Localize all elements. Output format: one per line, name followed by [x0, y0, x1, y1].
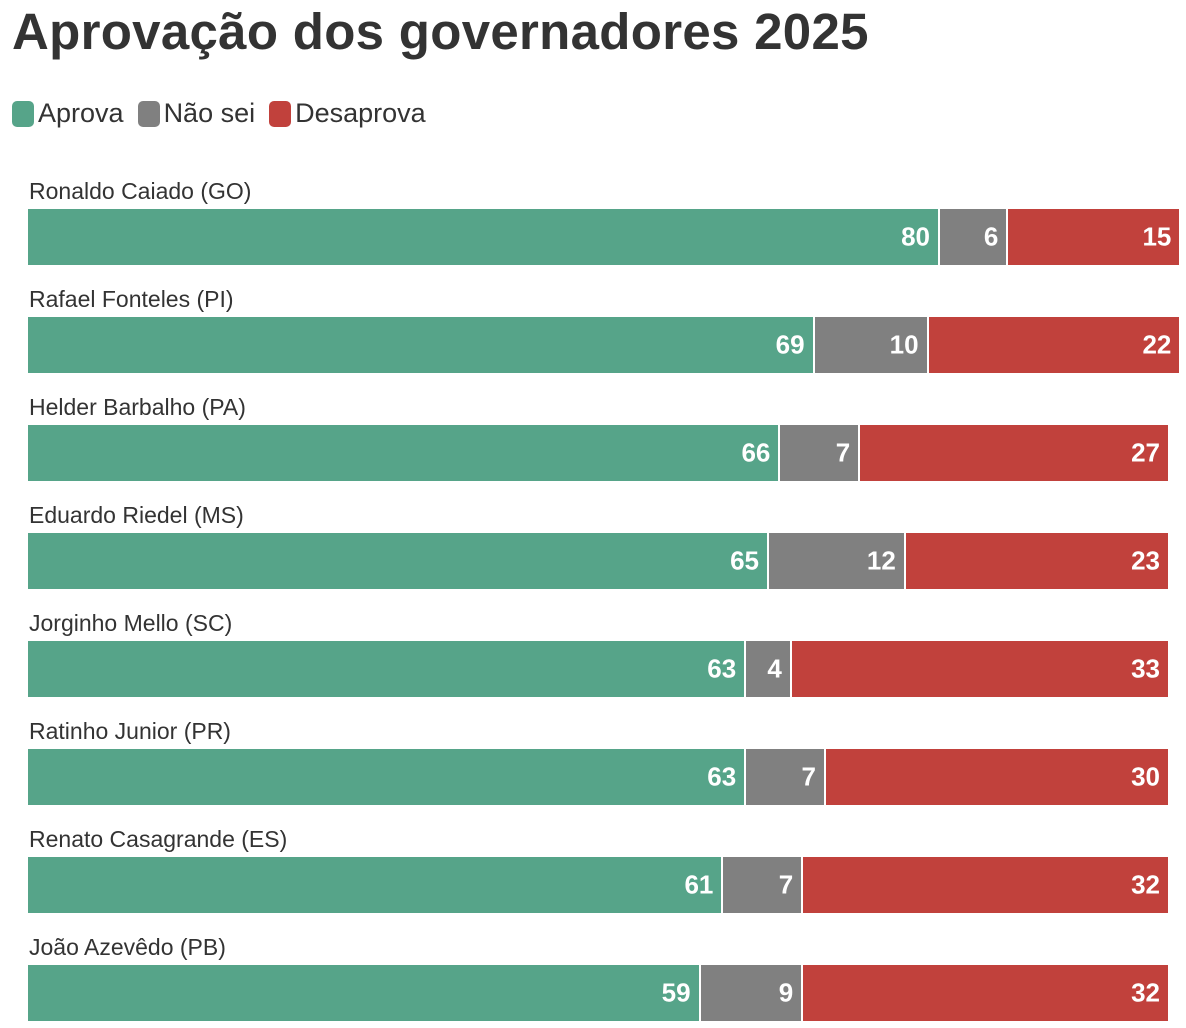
bar-segment: 6: [940, 209, 1009, 265]
bar-segment: 23: [905, 533, 1168, 589]
data-label: 22: [1142, 329, 1172, 360]
bar-segment: 7: [723, 857, 804, 913]
legend-item: Desaprova: [269, 98, 426, 129]
legend-swatch: [137, 100, 160, 127]
bar-segment: 69: [28, 317, 815, 373]
category-label: Ronaldo Caiado (GO): [29, 178, 252, 204]
bar-segment: 33: [791, 641, 1168, 697]
bar-segment: 32: [803, 965, 1168, 1021]
legend-swatch: [12, 100, 34, 127]
chart-title: Aprovação dos governadores 2025: [12, 3, 869, 60]
data-label: 30: [1131, 761, 1160, 792]
category-label: Renato Casagrande (ES): [29, 826, 288, 852]
category-label: Jorginho Mello (SC): [29, 610, 233, 636]
data-label: 66: [741, 437, 771, 468]
legend-item: Aprova: [12, 98, 124, 129]
data-label: 12: [866, 545, 896, 576]
bar-segment: 66: [28, 425, 781, 481]
data-label: 9: [778, 977, 794, 1008]
data-label: 7: [801, 761, 816, 792]
bar-segment: 12: [769, 533, 906, 589]
legend-label: Aprova: [38, 98, 124, 128]
category-label: Ratinho Junior (PR): [29, 718, 231, 744]
bar-segment: 32: [803, 857, 1168, 913]
bar-segment: 22: [928, 317, 1180, 373]
legend: Aprova Não sei Desaprova: [12, 98, 426, 129]
bar-segment: 63: [28, 641, 747, 697]
bar-segment: 9: [700, 965, 804, 1021]
data-label: 4: [767, 653, 782, 684]
data-label: 61: [684, 869, 714, 900]
data-label: 23: [1131, 545, 1160, 576]
data-label: 32: [1131, 977, 1160, 1008]
bar-segment: 10: [814, 317, 929, 373]
legend-label: Não sei: [163, 98, 256, 128]
category-label: Eduardo Riedel (MS): [29, 502, 244, 528]
data-label: 27: [1131, 437, 1160, 468]
data-label: 65: [730, 545, 759, 576]
data-label: 6: [983, 221, 999, 252]
bar-segment: 15: [1008, 209, 1180, 265]
data-label: 10: [889, 329, 919, 360]
legend-label: Desaprova: [295, 98, 426, 128]
bar-segment: 7: [780, 425, 861, 481]
bar-segment: 65: [28, 533, 769, 589]
data-label: 59: [661, 977, 691, 1008]
data-label: 32: [1131, 869, 1160, 900]
data-label: 7: [778, 869, 794, 900]
data-label: 69: [775, 329, 805, 360]
bar-segment: 59: [28, 965, 701, 1021]
data-label: 80: [901, 221, 930, 252]
category-label: Helder Barbalho (PA): [29, 394, 246, 420]
bar-segment: 80: [28, 209, 940, 265]
bar-segment: 63: [28, 749, 747, 805]
bar-segment: 27: [860, 425, 1168, 481]
bar-segment: 30: [826, 749, 1168, 805]
bar-segment: 7: [746, 749, 826, 805]
bar-segment: 4: [746, 641, 792, 697]
category-label: Rafael Fonteles (PI): [29, 286, 234, 312]
data-label: 15: [1142, 221, 1172, 252]
legend-swatch: [269, 100, 292, 127]
data-label: 63: [707, 653, 737, 684]
data-label: 33: [1131, 653, 1160, 684]
legend-item: Não sei: [137, 98, 256, 129]
data-label: 7: [835, 437, 851, 468]
category-label: João Azevêdo (PB): [29, 934, 226, 960]
data-label: 63: [707, 761, 737, 792]
bar-segment: 61: [28, 857, 724, 913]
